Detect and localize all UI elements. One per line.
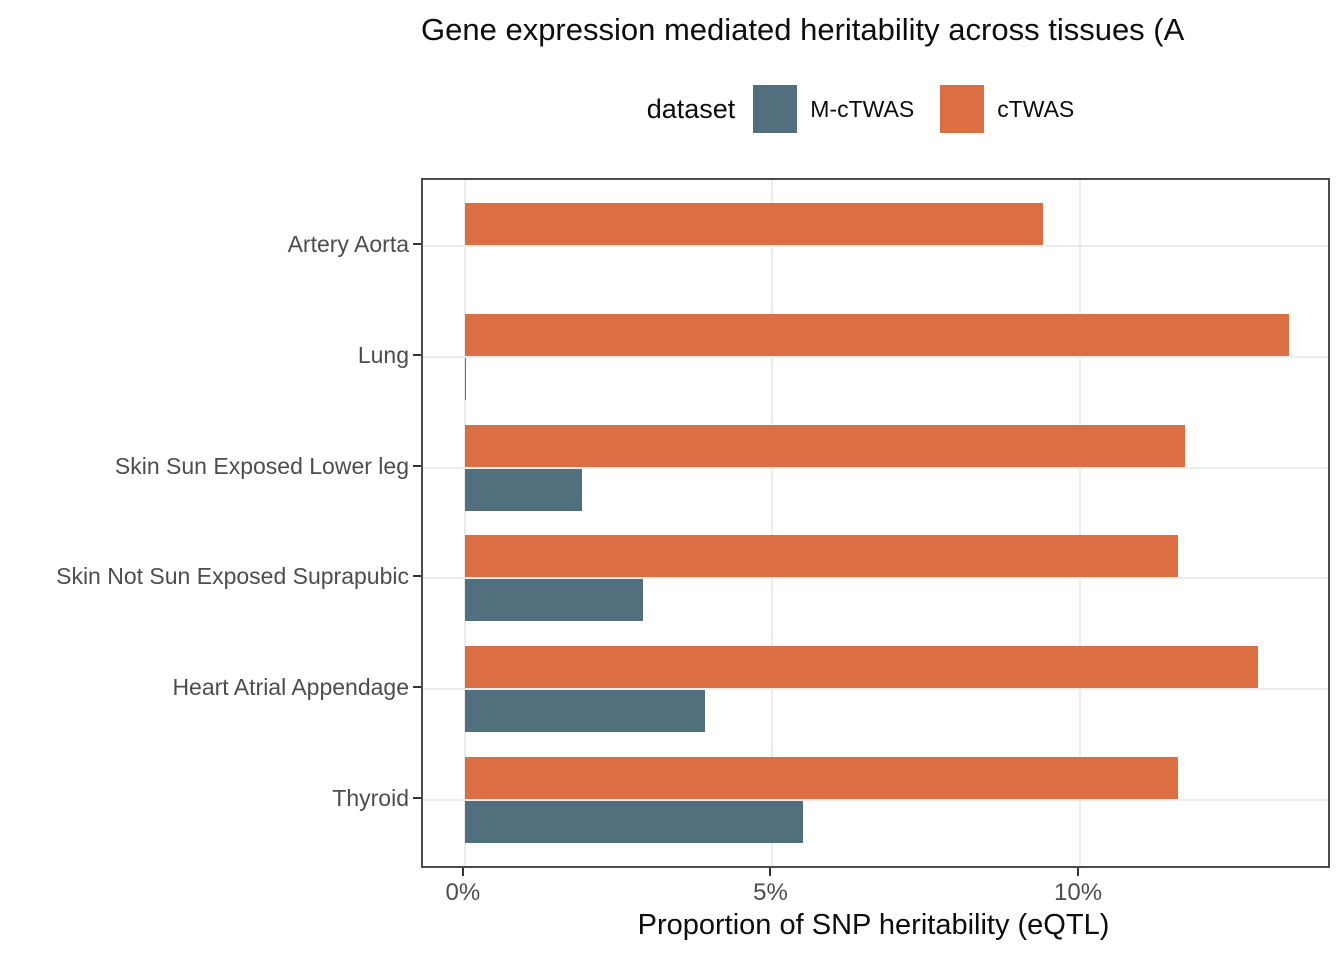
- y-tickmark: [413, 243, 421, 246]
- h-gridline: [423, 577, 1328, 580]
- legend-key-mctwas: M-cTWAS: [753, 85, 914, 133]
- plot-panel: [421, 178, 1330, 868]
- bar-ctwas: [464, 756, 1179, 799]
- h-gridline: [423, 466, 1328, 469]
- bar-ctwas: [464, 535, 1179, 578]
- x-tick-label: 10%: [1054, 879, 1103, 906]
- v-gridline: [771, 180, 774, 866]
- x-tick-label: 0%: [445, 879, 481, 906]
- legend-label-ctwas: cTWAS: [997, 95, 1075, 122]
- y-tick-label: Skin Sun Exposed Lower leg: [114, 452, 409, 479]
- bar-m-ctwas: [464, 579, 644, 622]
- y-tickmark: [413, 354, 421, 357]
- ctwas-swatch-icon: [940, 85, 985, 133]
- y-tickmark: [413, 464, 421, 467]
- y-tick-label: Artery Aorta: [287, 231, 409, 258]
- legend-label-mctwas: M-cTWAS: [810, 95, 915, 122]
- y-tickmark: [413, 685, 421, 688]
- chart-title: Gene expression mediated heritability ac…: [421, 12, 1185, 47]
- y-tick-label: Thyroid: [332, 784, 409, 811]
- bar-m-ctwas: [464, 689, 705, 732]
- bar-m-ctwas: [464, 800, 804, 843]
- legend: dataset M-cTWAS cTWAS: [421, 82, 1326, 136]
- x-tickmark: [1077, 868, 1080, 876]
- v-gridline: [463, 180, 466, 866]
- bar-m-ctwas: [464, 468, 582, 511]
- y-tick-label: Lung: [357, 342, 409, 369]
- x-tickmark: [769, 868, 772, 876]
- y-tick-label: Heart Atrial Appendage: [172, 673, 409, 700]
- x-axis-title: Proportion of SNP heritability (eQTL): [637, 909, 1110, 941]
- y-tickmark: [413, 575, 421, 578]
- y-tick-label: Skin Not Sun Exposed Suprapubic: [56, 563, 409, 590]
- legend-key-ctwas: cTWAS: [940, 85, 1074, 133]
- legend-title: dataset: [646, 93, 736, 124]
- x-tick-label: 5%: [753, 879, 788, 906]
- x-tickmark: [461, 868, 464, 876]
- y-tickmark: [413, 796, 421, 799]
- h-gridline: [423, 356, 1328, 359]
- bar-ctwas: [464, 203, 1044, 246]
- bar-ctwas: [464, 314, 1290, 357]
- v-gridline: [1079, 180, 1082, 866]
- h-gridline: [423, 687, 1328, 690]
- mctwas-swatch-icon: [753, 85, 798, 133]
- bar-ctwas: [464, 645, 1259, 688]
- h-gridline: [423, 245, 1328, 248]
- bar-m-ctwas: [464, 358, 467, 401]
- h-gridline: [423, 798, 1328, 801]
- bar-ctwas: [464, 424, 1185, 467]
